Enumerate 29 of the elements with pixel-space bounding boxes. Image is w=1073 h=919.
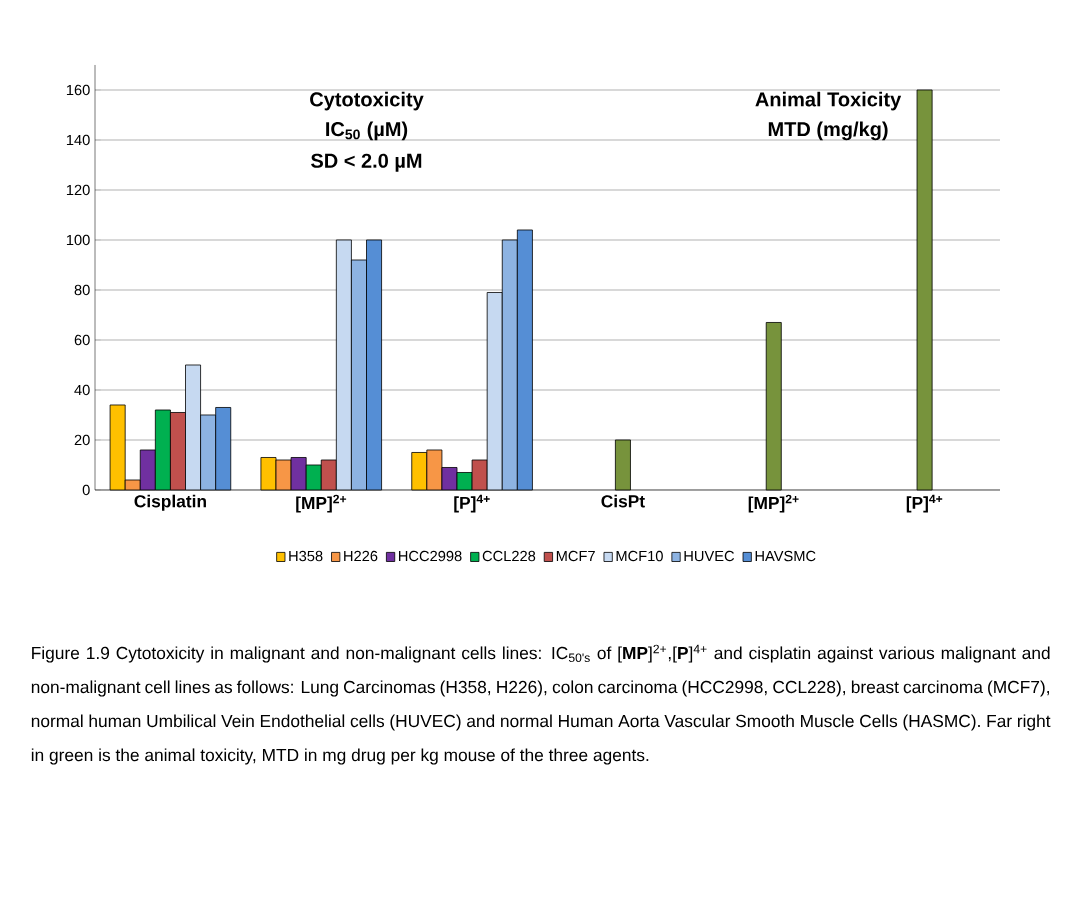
legend-label: CCL228 <box>482 550 536 562</box>
y-tick-label: 160 <box>66 84 90 96</box>
x-tick-label: [MP]$^{2+}$ <box>296 494 347 513</box>
y-tick-label: 40 <box>74 384 90 396</box>
y-tick-label: 0 <box>82 484 90 496</box>
legend-label: H358 <box>289 550 323 562</box>
y-tick-label: 100 <box>66 234 90 246</box>
legend-label: HCC2998 <box>399 550 462 562</box>
x-tick-label: Cisplatin <box>134 494 206 511</box>
y-tick-label: 140 <box>66 134 90 146</box>
x-tick-label: [P]$^{4+}$ <box>454 494 490 513</box>
text: Figure 1.9 Cytotoxicity in malignant and non-malignant cells lines: IC$_{50's}$ of [MP]$^{2+}$,[P]$^{4+}$ and cisplatin against various malignant and non-malignant cell lines as follows: Lung Carcinomas (H358, H226), colon carcinoma (HCC2998, CCL228), breast carcinoma (MCF7), normal human Umbilical Vein Endothelial cells (HUVEC) and normal Human Aorta Vascular Smooth Muscle Cells (HASMC). Far right in green is the animal toxicity, MTD in mg drug per kg mouse of the three agents. <box>31 644 1051 765</box>
legend-label: HUVEC <box>684 550 735 562</box>
annotation: Animal Toxicity <box>755 91 902 111</box>
x-tick-label: CisPt <box>601 494 645 508</box>
x-tick-label: [P]$^{4+}$ <box>906 494 943 513</box>
annotation: Cytotoxicity <box>310 91 424 111</box>
y-tick-label: 60 <box>74 334 90 346</box>
annotation: MTD (mg/kg) <box>768 121 888 141</box>
legend-label: MCF7 <box>556 550 595 562</box>
y-tick-label: 20 <box>74 434 90 446</box>
x-tick-label: [MP]$^{2+}$ <box>748 494 799 513</box>
legend-label: MCF10 <box>616 550 663 562</box>
annotation: IC$_{50}$ (µM) <box>326 121 408 141</box>
y-tick-label: 120 <box>66 184 90 196</box>
legend-label: H226 <box>344 550 378 562</box>
legend-label: HAVSMC <box>755 550 816 562</box>
y-tick-label: 80 <box>74 284 90 296</box>
annotation: SD < 2.0 µM <box>311 153 422 172</box>
